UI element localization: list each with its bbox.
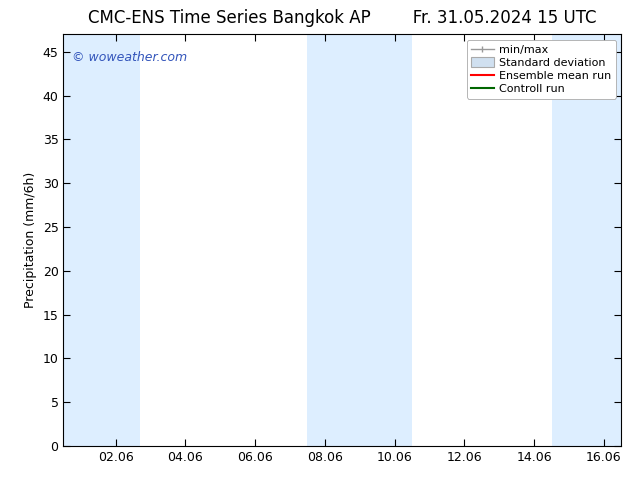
Text: © woweather.com: © woweather.com (72, 51, 187, 64)
Title: CMC-ENS Time Series Bangkok AP        Fr. 31.05.2024 15 UTC: CMC-ENS Time Series Bangkok AP Fr. 31.05… (88, 9, 597, 27)
Bar (63, 34, 140, 446)
Legend: min/max, Standard deviation, Ensemble mean run, Controll run: min/max, Standard deviation, Ensemble me… (467, 40, 616, 98)
Y-axis label: Precipitation (mm/6h): Precipitation (mm/6h) (24, 172, 37, 308)
Bar (307, 34, 412, 446)
Bar (552, 34, 621, 446)
